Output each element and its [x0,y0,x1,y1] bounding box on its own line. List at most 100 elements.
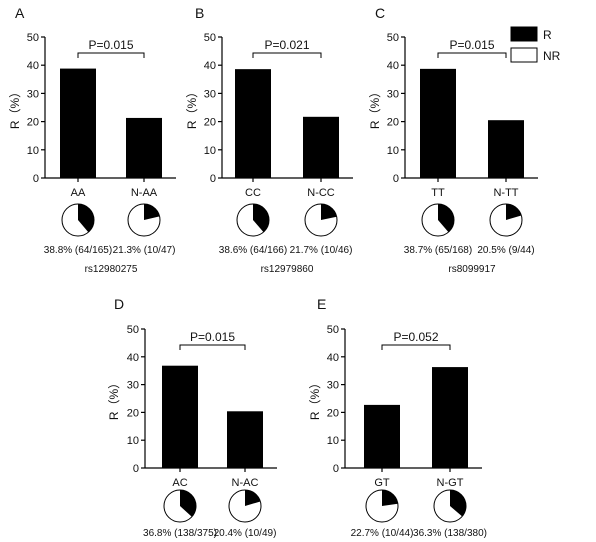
x-tick-label: N-CC [307,187,335,199]
y-axis-label: R（%） [368,86,382,129]
panel-letter: A [15,5,25,21]
x-tick-label: TT [431,187,445,199]
significance-bracket [381,344,451,350]
y-tick-label: 20 [204,117,216,129]
pie [433,489,467,523]
p-value: P=0.015 [190,330,235,344]
y-tick-label: 10 [127,435,139,447]
bar [364,404,400,468]
y-axis-label: R（%） [308,377,322,420]
p-value: P=0.015 [88,38,133,52]
y-tick-label: 50 [27,32,39,44]
y-tick-label: 40 [127,352,139,364]
y-tick-label: 20 [327,407,339,419]
bar [227,411,263,468]
panel-c: C 0 10 20 30 40 50 R（%） TT N-TT P=0.015 38.7% (65/1… [368,5,538,275]
y-tick-label: 50 [387,32,399,44]
bar [488,120,524,178]
y-tick-label: 0 [33,173,39,185]
y-tick-label: 10 [204,145,216,157]
snp-label: rs12979860 [261,264,314,275]
x-tick-label: GT [374,477,390,489]
panel-letter: C [375,5,385,21]
panel-letter: D [114,296,124,312]
panel-a: A 0 10 20 30 40 50 R（%） AA N-AA P=0.015 38.8% (64/1… [8,5,176,275]
y-tick-label: 0 [393,173,399,185]
pie-label: 38.6% (64/166) [219,245,287,256]
panels: A 0 10 20 30 40 50 R（%） AA N-AA P=0.015 38.8% (64/1… [8,5,538,539]
pie-slice-r [245,490,261,506]
bar [432,367,468,468]
pie [163,489,197,523]
bar [162,365,198,468]
y-tick-label: 30 [27,88,39,100]
y-tick-label: 30 [327,380,339,392]
legend-swatch-r [510,26,538,42]
y-tick-label: 20 [387,117,399,129]
pie-label: 38.7% (65/168) [404,245,472,256]
y-tick-label: 40 [204,60,216,72]
pie-slice-r [382,490,398,506]
pie-slice-r [180,490,196,517]
y-tick-label: 40 [27,60,39,72]
y-axis-label: R（%） [107,377,121,420]
panel-b: B 0 10 20 30 40 50 R（%） CC N-CC P=0.021 38.6% (64/1… [185,5,353,275]
y-tick-label: 10 [27,145,39,157]
pie-label: 20.5% (9/44) [477,245,534,256]
y-tick-label: 0 [133,463,139,475]
y-tick-label: 50 [204,32,216,44]
p-value: P=0.021 [264,38,309,52]
p-value: P=0.015 [449,38,494,52]
y-tick-label: 0 [333,463,339,475]
bar [126,117,162,178]
y-tick-label: 50 [327,324,339,336]
pie-label: 36.3% (138/380) [413,528,487,539]
bar [235,69,271,178]
y-tick-label: 30 [127,380,139,392]
legend-swatch-nr [510,47,538,63]
x-tick-label: N-GT [437,477,464,489]
pie-slice-r [506,204,522,220]
pie [365,489,399,523]
y-tick-label: 10 [327,435,339,447]
y-tick-label: 20 [27,117,39,129]
pie [489,203,523,237]
pie-slice-r [321,204,337,220]
x-tick-label: AA [71,187,86,199]
y-tick-label: 10 [387,145,399,157]
y-tick-label: 20 [127,407,139,419]
x-tick-label: N-TT [493,187,518,199]
bar [303,116,339,178]
significance-bracket [252,52,322,58]
bar [60,68,96,178]
x-tick-label: CC [245,187,261,199]
pie-label: 36.8% (138/375) [143,528,217,539]
pie [127,203,161,237]
y-tick-label: 40 [387,60,399,72]
y-axis-label: R（%） [185,86,199,129]
pie-slice-r [253,204,269,233]
significance-bracket [179,344,246,350]
panel-d: D 0 10 20 30 40 50 R（%） AC N-AC P=0.015 36.8% (138/… [107,296,277,539]
pie [236,203,270,237]
pie-slice-r [450,490,466,517]
y-tick-label: 30 [204,88,216,100]
x-tick-label: N-AA [131,187,158,199]
y-axis-label: R（%） [8,86,22,129]
significance-bracket [437,52,507,58]
x-tick-label: AC [172,477,187,489]
panel-e: E 0 10 20 30 40 50 R（%） GT N-GT P=0.052 22.7% (10/4… [308,296,487,539]
snp-label: rs8099917 [448,264,496,275]
x-tick-label: N-AC [232,477,259,489]
pie [61,203,95,237]
pie [304,203,338,237]
significance-bracket [77,52,145,58]
legend: R NR [510,26,561,63]
pie-slice-r [78,204,94,233]
panel-letter: E [317,296,326,312]
legend-label-r: R [543,28,552,42]
y-tick-label: 50 [127,324,139,336]
pie-label: 20.4% (10/49) [214,528,277,539]
y-tick-label: 0 [210,173,216,185]
